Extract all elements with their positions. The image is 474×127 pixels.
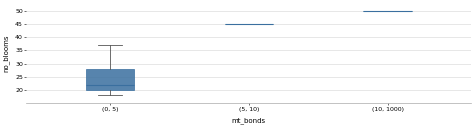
Y-axis label: no_blooms: no_blooms	[3, 34, 9, 72]
X-axis label: mt_bonds: mt_bonds	[232, 117, 266, 124]
PathPatch shape	[85, 69, 134, 90]
